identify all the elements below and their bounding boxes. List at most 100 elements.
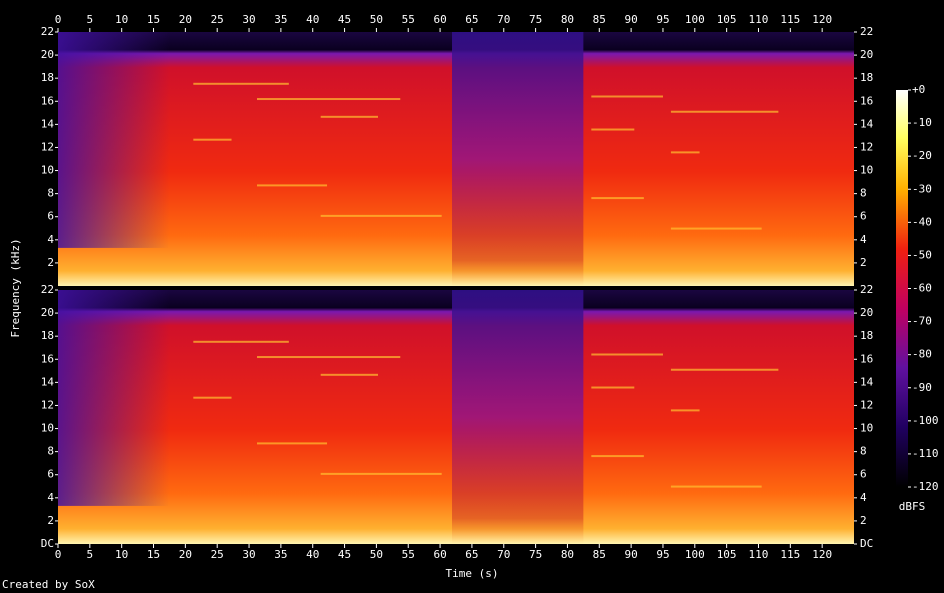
colorbar-tick-label: -10 — [912, 116, 932, 129]
x-tick-label: 85 — [593, 13, 606, 26]
harmonic-streak — [670, 368, 779, 371]
harmonic-streak — [257, 98, 401, 101]
x-tick-label: 60 — [433, 548, 446, 561]
harmonic-streak — [257, 356, 401, 359]
quiet-region — [452, 290, 584, 544]
x-tick-label: 85 — [593, 548, 606, 561]
harmonic-streak — [193, 396, 232, 399]
colorbar-label: dBFS — [899, 500, 926, 513]
y-tick-label-right: 2 — [860, 256, 867, 269]
harmonic-streak — [320, 472, 442, 475]
harmonic-streak — [670, 110, 779, 113]
y-tick-label-right: 16 — [860, 352, 873, 365]
x-tick-label: 0 — [55, 548, 62, 561]
x-tick-label: 40 — [306, 13, 319, 26]
harmonic-streak — [320, 373, 378, 376]
y-tick-label-right: 8 — [860, 445, 867, 458]
x-tick-label: 50 — [370, 13, 383, 26]
x-tick-label: 120 — [812, 548, 832, 561]
y-tick-label-right: 22 — [860, 25, 873, 38]
harmonic-streak — [591, 455, 644, 458]
y-tick-label-right: 4 — [860, 491, 867, 504]
x-tick-label: 90 — [624, 548, 637, 561]
y-tick-label: 20 — [41, 48, 54, 61]
x-tick-label: 105 — [717, 13, 737, 26]
y-tick-label: 10 — [41, 422, 54, 435]
footer: Created by SoX — [2, 578, 95, 591]
x-tick-label: 105 — [717, 548, 737, 561]
y-tick-label-right: 14 — [860, 117, 874, 130]
x-tick-label: 100 — [685, 548, 705, 561]
x-tick-label: 90 — [624, 13, 637, 26]
x-tick-label: 0 — [55, 13, 62, 26]
x-tick-label: 75 — [529, 13, 542, 26]
x-tick-label: 80 — [561, 548, 574, 561]
x-tick-label: 35 — [274, 13, 287, 26]
y-tick-label-right: 10 — [860, 164, 873, 177]
harmonic-streak — [193, 138, 232, 141]
x-tick-label: 15 — [147, 13, 160, 26]
x-tick-label: 110 — [749, 13, 769, 26]
x-tick-label: 10 — [115, 548, 128, 561]
colorbar-tick-label: -90 — [912, 381, 932, 394]
x-tick-label: 20 — [179, 548, 192, 561]
harmonic-streak — [670, 409, 700, 412]
x-tick-label: 55 — [402, 13, 415, 26]
harmonic-streak — [670, 151, 700, 154]
x-tick-label: 35 — [274, 548, 287, 561]
x-tick-label: 115 — [780, 548, 800, 561]
y-tick-label-right: 18 — [860, 71, 873, 84]
harmonic-streak — [320, 115, 378, 118]
y-tick-label: 12 — [41, 140, 54, 153]
y-tick-label: 4 — [47, 233, 54, 246]
y-tick-label: 16 — [41, 352, 54, 365]
harmonic-streak — [257, 442, 328, 445]
colorbar — [896, 90, 908, 487]
x-tick-label: 10 — [115, 13, 128, 26]
y-tick-label: 20 — [41, 306, 54, 319]
y-tick-label-right: 6 — [860, 468, 867, 481]
harmonic-streak — [591, 95, 663, 98]
x-tick-label: 40 — [306, 548, 319, 561]
harmonic-streak — [257, 184, 328, 187]
y-tick-label: 12 — [41, 398, 54, 411]
y-tick-label-right: 16 — [860, 94, 873, 107]
y-tick-label-right: 22 — [860, 283, 873, 296]
x-tick-label: 80 — [561, 13, 574, 26]
y-tick-label: 4 — [47, 491, 54, 504]
x-tick-label: 70 — [497, 13, 510, 26]
y-tick-label: 22 — [41, 283, 54, 296]
y-tick-label: 18 — [41, 71, 54, 84]
harmonic-streak — [591, 353, 663, 356]
colorbar-tick-label: -30 — [912, 182, 932, 195]
x-tick-label: 55 — [402, 548, 415, 561]
colorbar-tick-label: -20 — [912, 149, 932, 162]
y-tick-label: 8 — [47, 445, 54, 458]
x-tick-label: 25 — [211, 548, 224, 561]
x-tick-label: 75 — [529, 548, 542, 561]
colorbar-tick-label: -100 — [912, 414, 939, 427]
x-tick-label: 60 — [433, 13, 446, 26]
x-tick-label: 70 — [497, 548, 510, 561]
colorbar-tick-label: -80 — [912, 348, 932, 361]
y-tick-label: 2 — [47, 514, 54, 527]
y-tick-label: 14 — [41, 117, 55, 130]
colorbar-tick-label: -110 — [912, 447, 939, 460]
y-tick-label: 18 — [41, 329, 54, 342]
quiet-region — [58, 32, 170, 248]
harmonic-streak — [591, 197, 644, 200]
colorbar-tick-label: +0 — [912, 83, 925, 96]
harmonic-streak — [591, 386, 635, 389]
harmonic-streak — [193, 82, 289, 85]
y-tick-label-right: 12 — [860, 398, 873, 411]
x-tick-label: 120 — [812, 13, 832, 26]
y-tick-label-right: 14 — [860, 375, 874, 388]
y-tick-label: 14 — [41, 375, 55, 388]
x-tick-label: 95 — [656, 548, 669, 561]
y-tick-label-right: 20 — [860, 48, 873, 61]
quiet-region — [58, 290, 170, 506]
colorbar-tick-label: -120 — [912, 480, 939, 493]
x-tick-label: 30 — [242, 548, 255, 561]
x-tick-label: 5 — [87, 548, 94, 561]
